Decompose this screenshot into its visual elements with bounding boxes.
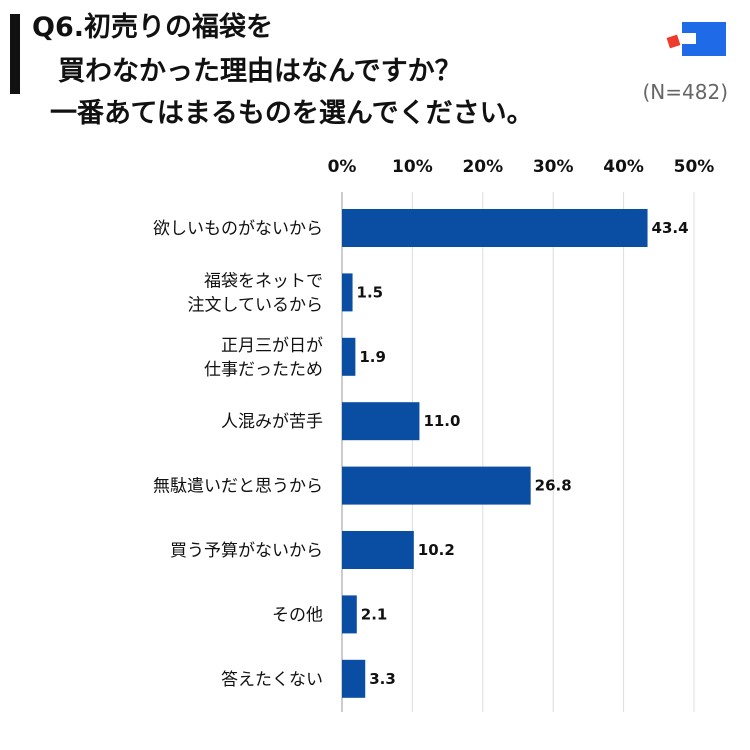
bar [342, 659, 366, 698]
bar [342, 595, 357, 634]
logo-red-square [666, 34, 681, 49]
x-tick-label: 50% [674, 157, 715, 177]
bar [342, 402, 420, 441]
category-label: 無駄遣いだと思うから [153, 477, 323, 497]
category-label: 答えたくない [221, 670, 323, 690]
category-label: 正月三が日が [221, 336, 323, 356]
data-label: 26.8 [535, 477, 572, 495]
category-label: 福袋をネットで [204, 271, 323, 291]
title-accent-bar [10, 14, 20, 94]
data-label: 3.3 [369, 670, 396, 688]
category-label: その他 [272, 605, 323, 625]
category-label: 仕事だったため [204, 360, 323, 380]
x-tick-label: 20% [462, 157, 503, 177]
sample-size-label: (N=482) [642, 80, 729, 104]
x-tick-label: 30% [533, 157, 574, 177]
category-label: 欲しいものがないから [153, 219, 323, 239]
question-title-line-1: Q6.初売りの福袋を [32, 12, 273, 43]
logo-white-notch [682, 33, 696, 44]
brand-logo-icon [666, 22, 726, 56]
question-title-line-2: 買わなかった理由はなんですか？ [58, 56, 462, 87]
data-label: 11.0 [423, 412, 460, 430]
bar [342, 531, 414, 569]
data-label: 2.1 [361, 605, 388, 623]
data-label: 1.5 [357, 283, 384, 301]
bar [342, 466, 531, 505]
question-title-line-3: 一番あてはまるものを選んでください。 [50, 98, 534, 129]
bar [342, 209, 648, 247]
category-label: 注文しているから [188, 295, 324, 315]
data-label: 10.2 [418, 541, 455, 559]
data-label: 1.9 [359, 348, 386, 366]
data-label: 43.4 [652, 219, 689, 237]
category-label: 買う予算がないから [170, 541, 323, 561]
x-tick-label: 40% [603, 157, 644, 177]
bar [342, 273, 353, 312]
x-tick-label: 0% [328, 157, 357, 177]
category-label: 人混みが苦手 [221, 412, 323, 432]
bar [342, 337, 356, 376]
x-tick-label: 10% [392, 157, 433, 177]
